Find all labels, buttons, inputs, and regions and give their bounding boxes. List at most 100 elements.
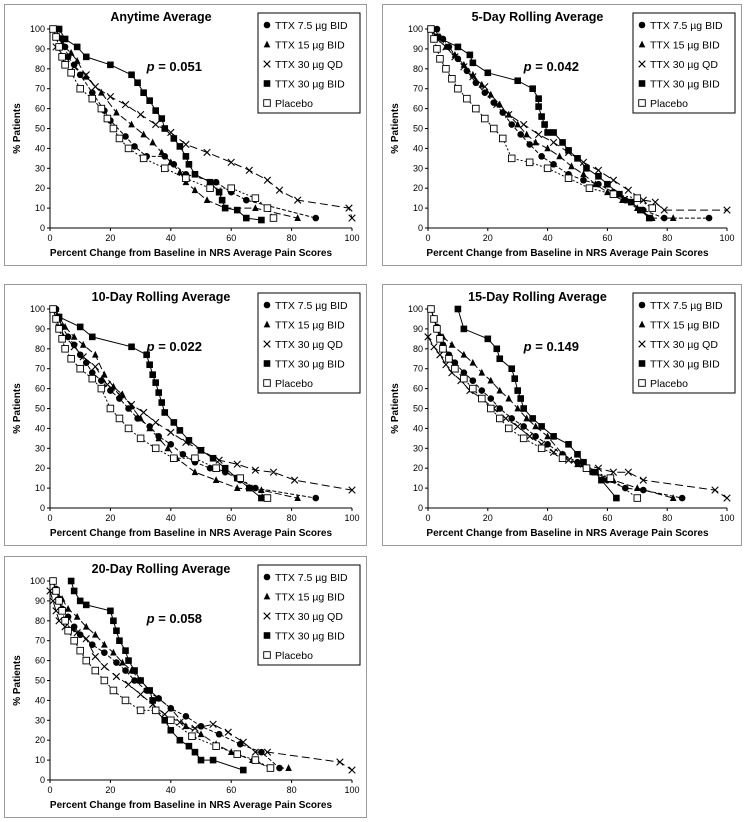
y-tick-label: 30 [413, 163, 423, 173]
data-point [460, 325, 468, 333]
x-tick-label: 100 [719, 513, 734, 523]
series-x [52, 43, 356, 222]
data-point [101, 649, 108, 656]
data-point [517, 131, 524, 138]
data-point [76, 646, 84, 655]
data-point [639, 196, 647, 204]
data-point [191, 748, 199, 756]
data-point [55, 25, 63, 33]
data-point [472, 79, 480, 87]
legend-box [257, 292, 361, 394]
data-point [139, 408, 148, 417]
y-tick-label: 90 [413, 324, 423, 334]
chart-svg: 5-Day Rolling Average 0 10 20 30 40 50 60 70 80 90… [390, 10, 736, 259]
data-point [127, 400, 136, 409]
data-point [263, 494, 272, 502]
legend-label: TTX 7.5 µg BID [650, 20, 723, 32]
data-point [67, 577, 75, 585]
data-point [523, 414, 530, 422]
data-point [212, 742, 220, 750]
data-point [106, 92, 115, 101]
data-point [70, 623, 78, 631]
data-point [595, 172, 602, 180]
y-tick-label: 90 [413, 44, 423, 54]
data-point [134, 79, 141, 87]
data-point [182, 140, 190, 149]
data-point [164, 444, 172, 452]
data-point [514, 422, 522, 431]
data-point [136, 110, 145, 119]
data-point [622, 484, 629, 492]
data-point [478, 387, 486, 394]
legend-label: TTX 30 µg QD [650, 59, 718, 71]
data-point [463, 94, 471, 103]
y-tick-label: 60 [35, 104, 45, 114]
data-point [436, 351, 444, 359]
data-point [88, 374, 97, 383]
chart-svg: 10-Day Rolling Average 0 10 20 30 40 50 60 70 80 9… [12, 290, 361, 539]
data-point [185, 742, 193, 750]
data-point [110, 648, 117, 656]
data-point [79, 353, 87, 361]
x-tick-label: 100 [344, 513, 359, 523]
data-point [348, 486, 356, 494]
y-tick-label: 30 [35, 163, 45, 173]
data-point [110, 617, 117, 625]
legend-label: TTX 15 µg BID [275, 320, 345, 332]
data-point [152, 379, 159, 386]
data-point [52, 587, 60, 595]
data-point [532, 433, 539, 440]
x-tick-label: 80 [662, 513, 672, 523]
data-point [487, 376, 495, 384]
data-point [493, 100, 501, 109]
data-point [336, 758, 344, 766]
legend-marker [263, 379, 271, 387]
data-point [97, 104, 106, 113]
data-point [723, 494, 731, 502]
data-point [64, 604, 72, 612]
x-tick-label: 100 [719, 233, 734, 243]
y-tick-label: 60 [413, 384, 423, 394]
data-point [131, 667, 138, 674]
data-point [312, 214, 320, 222]
data-point [46, 587, 54, 595]
series-square [49, 305, 265, 502]
data-point [161, 717, 169, 724]
data-point [565, 147, 572, 154]
y-tick-label: 100 [408, 304, 423, 314]
y-tick-label: 10 [413, 483, 423, 493]
data-point [55, 617, 63, 625]
y-tick-label: 0 [418, 503, 423, 513]
legend-marker [638, 21, 646, 29]
data-point [634, 484, 641, 491]
legend-marker [263, 60, 271, 68]
legend-marker [263, 80, 271, 87]
data-point [151, 444, 160, 453]
legend-marker [638, 340, 646, 348]
legend-box [632, 292, 736, 394]
data-point [52, 607, 60, 615]
data-point [67, 48, 75, 56]
data-point [109, 686, 118, 695]
y-tick-label: 40 [35, 695, 45, 705]
data-point [484, 69, 492, 77]
data-point [580, 170, 587, 178]
data-point [243, 214, 250, 222]
data-point [233, 484, 241, 491]
data-point [293, 196, 302, 204]
data-point [243, 196, 250, 204]
data-point [191, 468, 199, 476]
data-point [55, 43, 63, 51]
data-point [246, 484, 253, 492]
data-point [55, 325, 63, 333]
x-tick-label: 0 [425, 233, 430, 243]
data-point [191, 186, 199, 194]
data-point [221, 464, 229, 472]
x-axis-label: Percent Change from Baseline in NRS Aver… [426, 528, 709, 539]
data-point [451, 364, 459, 373]
data-point [146, 424, 153, 432]
data-point [498, 134, 507, 143]
data-point [151, 706, 160, 715]
data-point [70, 636, 78, 645]
series-line [52, 308, 262, 499]
